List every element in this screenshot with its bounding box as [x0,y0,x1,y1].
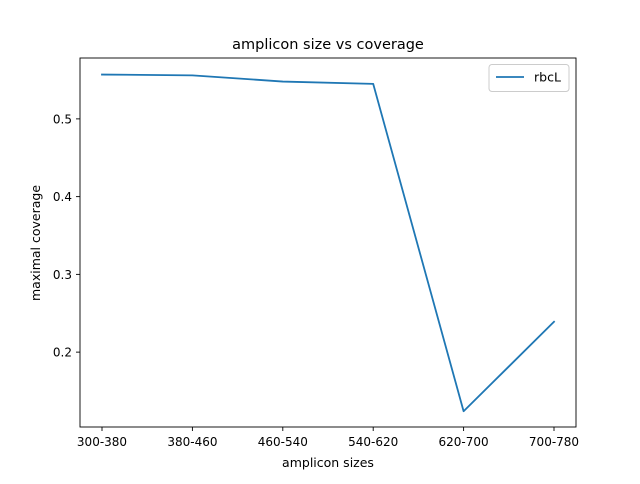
x-tick-label: 300-380 [77,435,127,449]
x-tick-label: 700-780 [529,435,579,449]
y-tick-label: 0.5 [53,112,72,126]
series-layer [101,73,556,413]
legend-label-rbcL: rbcL [534,70,561,85]
legend: rbcL [488,64,570,92]
chart-title: amplicon size vs coverage [232,37,424,53]
y-tick-label: 0.2 [53,346,72,360]
x-tick-label: 620-700 [439,435,489,449]
plot-area [79,57,577,428]
y-axis: 0.2 0.3 0.4 0.5 [53,112,80,360]
y-tick-label: 0.3 [53,268,72,282]
series-line-rbcL [101,73,556,413]
y-tick-label: 0.4 [53,190,72,204]
axes-frame [79,57,577,428]
x-axis: 300-380 380-460 460-540 540-620 620-700 700-7… [77,427,579,449]
x-tick-label: 460-540 [258,435,308,449]
legend-frame [488,64,570,92]
x-tick-label: 380-460 [167,435,217,449]
x-tick-label: 540-620 [348,435,398,449]
x-axis-label: amplicon sizes [282,455,374,470]
y-axis-label: maximal coverage [28,185,43,301]
